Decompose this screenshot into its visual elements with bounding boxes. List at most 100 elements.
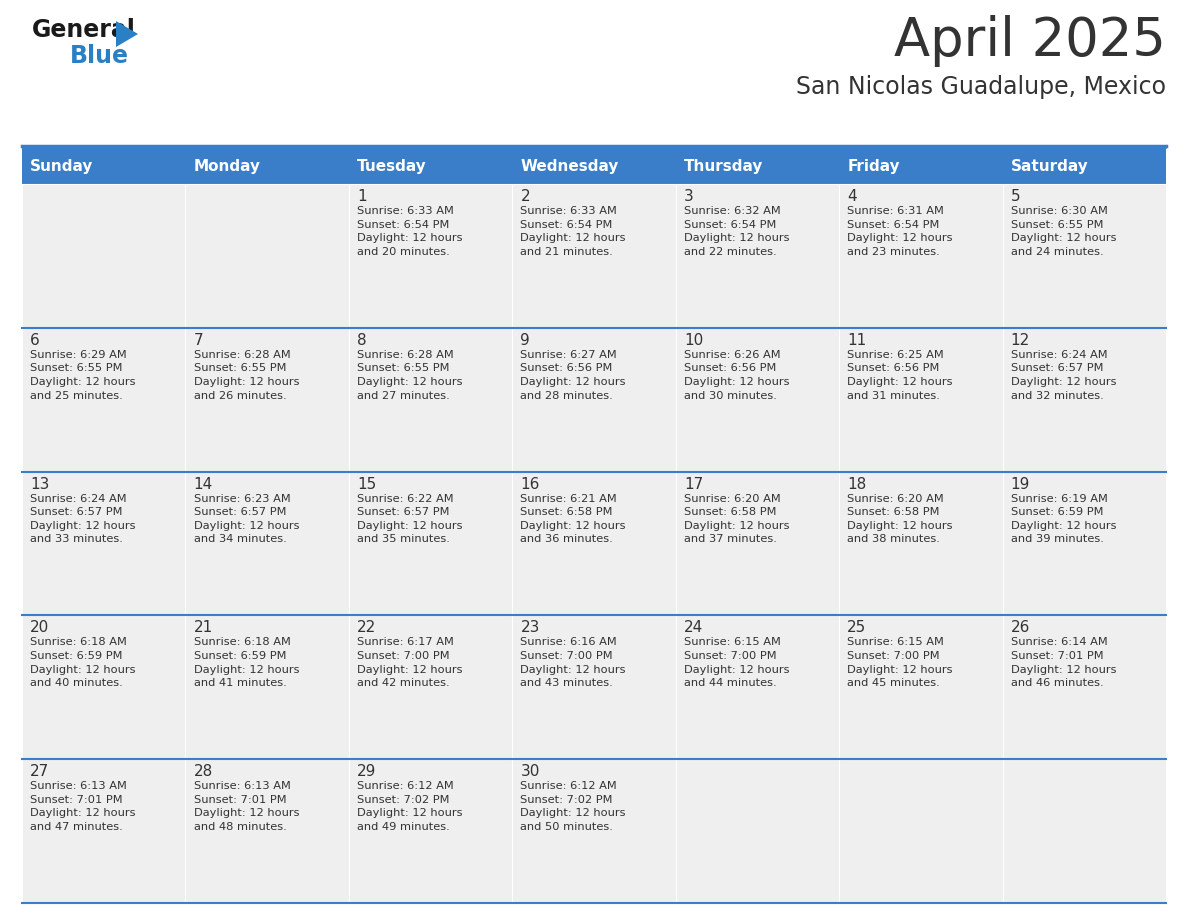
Text: Sunrise: 6:12 AM
Sunset: 7:02 PM
Daylight: 12 hours
and 49 minutes.: Sunrise: 6:12 AM Sunset: 7:02 PM Dayligh… — [358, 781, 462, 832]
Text: 15: 15 — [358, 476, 377, 492]
Text: Sunrise: 6:20 AM
Sunset: 6:58 PM
Daylight: 12 hours
and 37 minutes.: Sunrise: 6:20 AM Sunset: 6:58 PM Dayligh… — [684, 494, 789, 544]
Text: 3: 3 — [684, 189, 694, 204]
Text: 18: 18 — [847, 476, 866, 492]
Bar — [185, 148, 349, 184]
Text: Sunrise: 6:27 AM
Sunset: 6:56 PM
Daylight: 12 hours
and 28 minutes.: Sunrise: 6:27 AM Sunset: 6:56 PM Dayligh… — [520, 350, 626, 400]
Bar — [676, 615, 839, 759]
Text: Thursday: Thursday — [684, 159, 763, 174]
Bar — [1003, 615, 1165, 759]
Text: Sunrise: 6:30 AM
Sunset: 6:55 PM
Daylight: 12 hours
and 24 minutes.: Sunrise: 6:30 AM Sunset: 6:55 PM Dayligh… — [1011, 206, 1117, 257]
Text: Sunrise: 6:21 AM
Sunset: 6:58 PM
Daylight: 12 hours
and 36 minutes.: Sunrise: 6:21 AM Sunset: 6:58 PM Dayligh… — [520, 494, 626, 544]
Bar — [512, 148, 676, 184]
Bar — [349, 472, 512, 615]
Bar — [1003, 328, 1165, 472]
Polygon shape — [116, 21, 138, 47]
Text: 2: 2 — [520, 189, 530, 204]
Text: 25: 25 — [847, 621, 866, 635]
Text: 4: 4 — [847, 189, 857, 204]
Text: Sunrise: 6:18 AM
Sunset: 6:59 PM
Daylight: 12 hours
and 41 minutes.: Sunrise: 6:18 AM Sunset: 6:59 PM Dayligh… — [194, 637, 299, 688]
Text: Monday: Monday — [194, 159, 260, 174]
Bar — [512, 472, 676, 615]
Bar — [676, 759, 839, 903]
Bar — [676, 184, 839, 328]
Bar — [839, 328, 1003, 472]
Text: 14: 14 — [194, 476, 213, 492]
Bar — [185, 184, 349, 328]
Bar — [349, 615, 512, 759]
Text: Sunrise: 6:32 AM
Sunset: 6:54 PM
Daylight: 12 hours
and 22 minutes.: Sunrise: 6:32 AM Sunset: 6:54 PM Dayligh… — [684, 206, 789, 257]
Text: Sunrise: 6:20 AM
Sunset: 6:58 PM
Daylight: 12 hours
and 38 minutes.: Sunrise: 6:20 AM Sunset: 6:58 PM Dayligh… — [847, 494, 953, 544]
Text: 7: 7 — [194, 333, 203, 348]
Text: Sunrise: 6:17 AM
Sunset: 7:00 PM
Daylight: 12 hours
and 42 minutes.: Sunrise: 6:17 AM Sunset: 7:00 PM Dayligh… — [358, 637, 462, 688]
Text: San Nicolas Guadalupe, Mexico: San Nicolas Guadalupe, Mexico — [796, 75, 1165, 99]
Bar — [23, 148, 185, 184]
Text: 16: 16 — [520, 476, 539, 492]
Text: Saturday: Saturday — [1011, 159, 1088, 174]
Text: 24: 24 — [684, 621, 703, 635]
Bar — [839, 472, 1003, 615]
Text: Sunrise: 6:12 AM
Sunset: 7:02 PM
Daylight: 12 hours
and 50 minutes.: Sunrise: 6:12 AM Sunset: 7:02 PM Dayligh… — [520, 781, 626, 832]
Bar — [1003, 472, 1165, 615]
Bar — [839, 148, 1003, 184]
Text: 5: 5 — [1011, 189, 1020, 204]
Text: Sunrise: 6:24 AM
Sunset: 6:57 PM
Daylight: 12 hours
and 33 minutes.: Sunrise: 6:24 AM Sunset: 6:57 PM Dayligh… — [30, 494, 135, 544]
Text: Sunrise: 6:15 AM
Sunset: 7:00 PM
Daylight: 12 hours
and 45 minutes.: Sunrise: 6:15 AM Sunset: 7:00 PM Dayligh… — [847, 637, 953, 688]
Bar — [512, 615, 676, 759]
Bar — [185, 328, 349, 472]
Text: Sunrise: 6:24 AM
Sunset: 6:57 PM
Daylight: 12 hours
and 32 minutes.: Sunrise: 6:24 AM Sunset: 6:57 PM Dayligh… — [1011, 350, 1117, 400]
Bar — [1003, 184, 1165, 328]
Text: Sunrise: 6:19 AM
Sunset: 6:59 PM
Daylight: 12 hours
and 39 minutes.: Sunrise: 6:19 AM Sunset: 6:59 PM Dayligh… — [1011, 494, 1117, 544]
Bar — [185, 759, 349, 903]
Text: 19: 19 — [1011, 476, 1030, 492]
Text: Friday: Friday — [847, 159, 901, 174]
Bar — [676, 472, 839, 615]
Bar — [1003, 148, 1165, 184]
Bar — [512, 184, 676, 328]
Text: Sunrise: 6:18 AM
Sunset: 6:59 PM
Daylight: 12 hours
and 40 minutes.: Sunrise: 6:18 AM Sunset: 6:59 PM Dayligh… — [30, 637, 135, 688]
Bar — [349, 184, 512, 328]
Bar — [512, 759, 676, 903]
Text: 26: 26 — [1011, 621, 1030, 635]
Text: Sunrise: 6:22 AM
Sunset: 6:57 PM
Daylight: 12 hours
and 35 minutes.: Sunrise: 6:22 AM Sunset: 6:57 PM Dayligh… — [358, 494, 462, 544]
Text: 30: 30 — [520, 764, 539, 779]
Text: Sunrise: 6:25 AM
Sunset: 6:56 PM
Daylight: 12 hours
and 31 minutes.: Sunrise: 6:25 AM Sunset: 6:56 PM Dayligh… — [847, 350, 953, 400]
Bar — [1003, 759, 1165, 903]
Bar — [512, 328, 676, 472]
Text: Sunrise: 6:26 AM
Sunset: 6:56 PM
Daylight: 12 hours
and 30 minutes.: Sunrise: 6:26 AM Sunset: 6:56 PM Dayligh… — [684, 350, 789, 400]
Text: 6: 6 — [30, 333, 40, 348]
Text: 23: 23 — [520, 621, 539, 635]
Text: Sunrise: 6:13 AM
Sunset: 7:01 PM
Daylight: 12 hours
and 47 minutes.: Sunrise: 6:13 AM Sunset: 7:01 PM Dayligh… — [30, 781, 135, 832]
Text: 13: 13 — [30, 476, 50, 492]
Bar — [23, 328, 185, 472]
Text: Sunrise: 6:15 AM
Sunset: 7:00 PM
Daylight: 12 hours
and 44 minutes.: Sunrise: 6:15 AM Sunset: 7:00 PM Dayligh… — [684, 637, 789, 688]
Text: 17: 17 — [684, 476, 703, 492]
Bar — [349, 328, 512, 472]
Text: Sunrise: 6:31 AM
Sunset: 6:54 PM
Daylight: 12 hours
and 23 minutes.: Sunrise: 6:31 AM Sunset: 6:54 PM Dayligh… — [847, 206, 953, 257]
Bar — [839, 759, 1003, 903]
Text: Wednesday: Wednesday — [520, 159, 619, 174]
Text: General: General — [32, 18, 135, 42]
Text: 1: 1 — [358, 189, 367, 204]
Text: Sunrise: 6:16 AM
Sunset: 7:00 PM
Daylight: 12 hours
and 43 minutes.: Sunrise: 6:16 AM Sunset: 7:00 PM Dayligh… — [520, 637, 626, 688]
Text: 20: 20 — [30, 621, 50, 635]
Text: 10: 10 — [684, 333, 703, 348]
Text: 28: 28 — [194, 764, 213, 779]
Text: Blue: Blue — [70, 44, 129, 68]
Bar — [23, 615, 185, 759]
Text: 12: 12 — [1011, 333, 1030, 348]
Text: 21: 21 — [194, 621, 213, 635]
Text: April 2025: April 2025 — [895, 15, 1165, 67]
Text: 8: 8 — [358, 333, 367, 348]
Text: 22: 22 — [358, 621, 377, 635]
Bar — [23, 184, 185, 328]
Bar — [185, 615, 349, 759]
Bar — [676, 328, 839, 472]
Bar — [23, 759, 185, 903]
Text: 27: 27 — [30, 764, 50, 779]
Text: Sunrise: 6:33 AM
Sunset: 6:54 PM
Daylight: 12 hours
and 20 minutes.: Sunrise: 6:33 AM Sunset: 6:54 PM Dayligh… — [358, 206, 462, 257]
Bar — [839, 615, 1003, 759]
Bar — [349, 759, 512, 903]
Text: Sunrise: 6:28 AM
Sunset: 6:55 PM
Daylight: 12 hours
and 27 minutes.: Sunrise: 6:28 AM Sunset: 6:55 PM Dayligh… — [358, 350, 462, 400]
Text: Sunrise: 6:14 AM
Sunset: 7:01 PM
Daylight: 12 hours
and 46 minutes.: Sunrise: 6:14 AM Sunset: 7:01 PM Dayligh… — [1011, 637, 1117, 688]
Text: Sunrise: 6:29 AM
Sunset: 6:55 PM
Daylight: 12 hours
and 25 minutes.: Sunrise: 6:29 AM Sunset: 6:55 PM Dayligh… — [30, 350, 135, 400]
